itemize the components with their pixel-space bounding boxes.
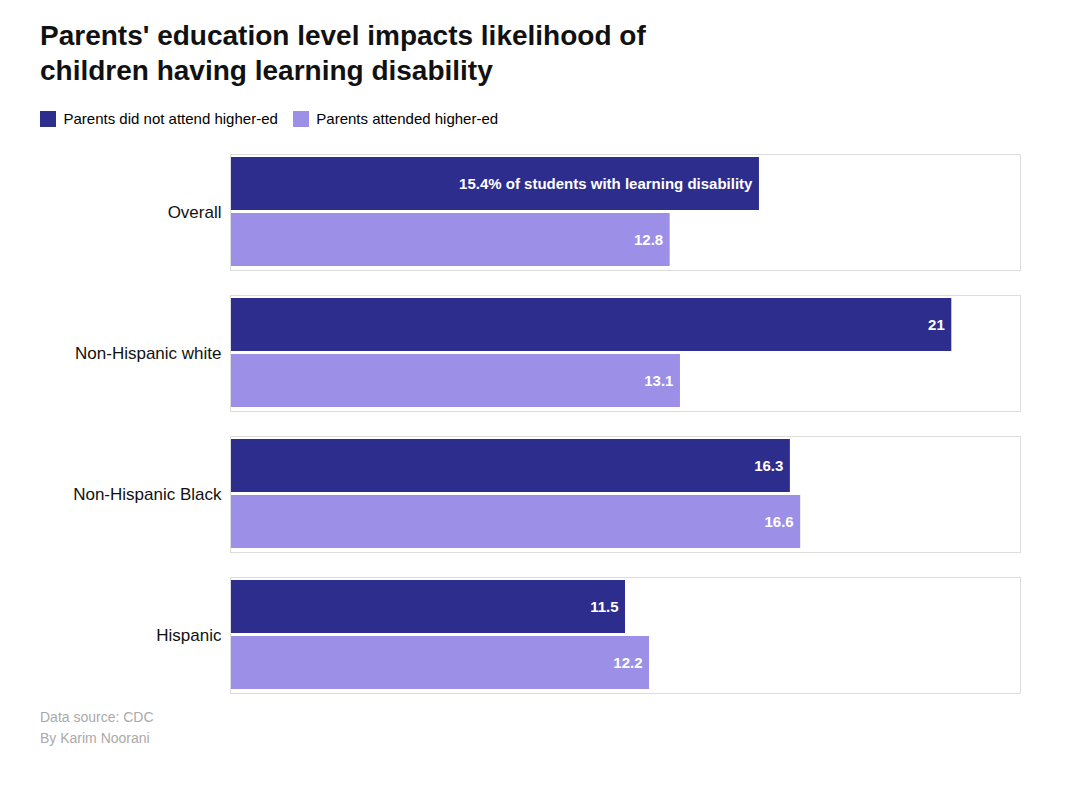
svg-text:12.2: 12.2 xyxy=(613,653,642,670)
html-text:Parents' education level impac: Parents' education level impacts likelih… xyxy=(40,20,646,86)
html-text:Data source: CDC By Karim Noor: Data source: CDC By Karim Noorani xyxy=(40,708,154,746)
svg-text:12.8: 12.8 xyxy=(634,230,663,247)
svg-text:16.3: 16.3 xyxy=(754,456,783,473)
svg-text:Non-Hispanic white: Non-Hispanic white xyxy=(75,343,221,362)
svg-text:Overall: Overall xyxy=(168,202,222,221)
html-text:Parents did not attend higher-: Parents did not attend higher-ed xyxy=(63,110,278,127)
svg-text:16.6: 16.6 xyxy=(764,512,793,529)
svg-text:13.1: 13.1 xyxy=(644,371,673,388)
svg-text:21: 21 xyxy=(928,315,945,332)
svg-text:15.4% of students with learnin: 15.4% of students with learning disabili… xyxy=(459,174,753,191)
html-text:Parents attended higher-ed: Parents attended higher-ed xyxy=(316,110,499,127)
svg-text:11.5: 11.5 xyxy=(590,597,618,614)
svg-text:Hispanic: Hispanic xyxy=(156,625,222,644)
svg-text:Non-Hispanic Black: Non-Hispanic Black xyxy=(73,484,222,503)
